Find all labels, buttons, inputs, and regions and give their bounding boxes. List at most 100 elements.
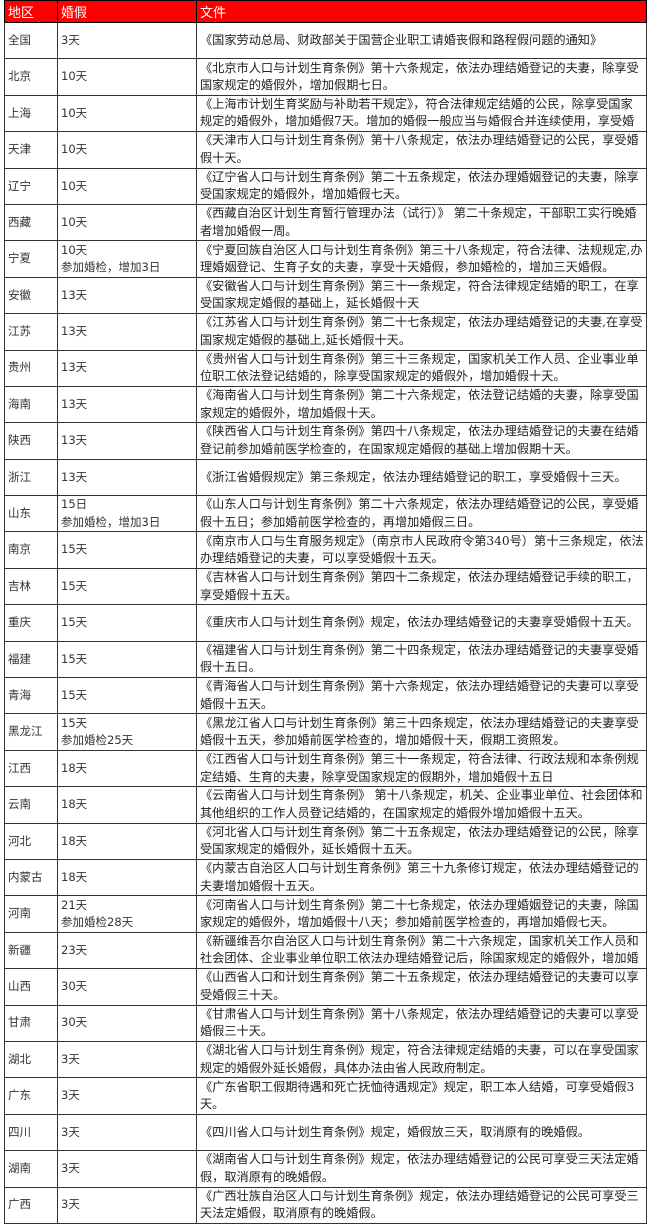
leave-cell: 13天 <box>57 422 197 460</box>
region-text: 内蒙古 <box>8 869 43 884</box>
region-text: 全国 <box>8 32 31 47</box>
document-cell: 《辽宁省人口与计划生育条例》第二十五条规定，依法办理婚姻登记的夫妻，除享受国家规… <box>196 167 647 205</box>
leave-days: 13天 <box>61 396 88 411</box>
table-body: 全国 3天 《国家劳动总局、财政部关于国营企业职工请婚丧假和路程假问题的通知》北京 1… <box>4 21 647 1224</box>
leave-content: 21天 参加婚检28天 <box>61 897 194 931</box>
document-text: 《贵州省人口与计划生育条例》第三十三条规定，国家机关工作人员、企业事业单位职工依… <box>200 351 639 384</box>
document-cell: 《福建省人口与计划生育条例》第二十四条规定，依法办理结婚登记的夫妻享受婚假十五日… <box>196 640 647 679</box>
region-cell: 福建 <box>4 640 58 679</box>
leave-days: 15天 <box>61 578 88 593</box>
document-text: 《山西省人口和计划生育条例》第二十五条规定，依法办理结婚登记的夫妻可以享受婚假三… <box>200 970 639 1002</box>
header-leave: 婚假 <box>57 0 197 23</box>
region-cell: 河南 <box>4 895 58 933</box>
table-row: 吉林 15天 《吉林省人口与计划生育条例》第四十二条规定，依法办理结婚登记手续的职工… <box>4 567 647 606</box>
document-cell: 《陕西省人口与计划生育条例》第四十八条规定，依法办理结婚登记的夫妻在结婚登记前参… <box>196 422 647 460</box>
leave-content: 13天 <box>61 432 194 450</box>
leave-cell: 10天 <box>57 167 197 205</box>
leave-content: 10天 <box>61 141 194 159</box>
leave-days: 18天 <box>61 760 88 775</box>
document-cell: 《江西省人口与计划生育条例》第三十一条规定，符合法律、行政法规和本条例规定结婚、… <box>196 749 647 788</box>
table-row: 江苏 13天 《江苏省人口与计划生育条例》第二十七条规定，依法办理结婚登记的夫妻,在… <box>4 313 647 351</box>
document-cell: 《山西省人口和计划生育条例》第二十五条规定，依法办理结婚登记的夫妻可以享受婚假三… <box>196 968 647 1006</box>
leave-cell: 15天 <box>57 531 197 569</box>
region-text: 北京 <box>8 69 31 84</box>
leave-days: 18天 <box>61 797 88 812</box>
leave-content: 3天 <box>61 1124 194 1142</box>
region-cell: 吉林 <box>4 567 58 606</box>
table-row: 新疆 23天 《新疆维吾尔自治区人口与计划生育条例》第二十六条规定，国家机关工作人员… <box>4 931 647 970</box>
leave-cell: 3天 <box>57 1077 197 1115</box>
table-row: 安徽 13天 《安徽省人口与计划生育条例》第三十一条规定，符合法律规定结婚的职工，在… <box>4 276 647 315</box>
leave-cell: 30天 <box>57 1004 197 1042</box>
leave-cell: 3天 <box>57 1113 197 1152</box>
leave-content: 13天 <box>61 359 194 377</box>
document-text: 《辽宁省人口与计划生育条例》第二十五条规定，依法办理婚姻登记的夫妻，除享受国家规… <box>200 169 639 202</box>
leave-content: 3天 <box>61 1160 194 1178</box>
document-cell: 《浙江省婚假规定》第三条规定，依法办理结婚登记的职工，享受婚假十三天。 <box>196 458 647 497</box>
leave-days: 15日 <box>61 497 88 512</box>
leave-cell: 15天 <box>57 567 197 606</box>
region-text: 安徽 <box>8 287 31 302</box>
leave-cell: 3天 <box>57 1040 197 1079</box>
region-cell: 全国 <box>4 21 58 60</box>
leave-cell: 10天 <box>57 58 197 96</box>
leave-cell: 18天 <box>57 822 197 860</box>
region-text: 重庆 <box>8 615 31 630</box>
region-cell: 贵州 <box>4 349 58 387</box>
document-text: 《河南省人口与计划生育条例》第二十七条规定，依法办理婚姻登记的夫妻，除国家规定的… <box>200 897 639 930</box>
table-row: 广西 3天 《广西壮族自治区人口与计划生育条例》规定，依法办理结婚登记的公民可享受三… <box>4 1186 647 1224</box>
leave-days: 13天 <box>61 287 88 302</box>
leave-content: 15天 参加婚检25天 <box>61 715 194 749</box>
region-cell: 广东 <box>4 1077 58 1115</box>
leave-cell: 13天 <box>57 458 197 497</box>
leave-days: 18天 <box>61 869 88 884</box>
table-row: 广东 3天 《广东省职工假期待遇和死亡抚恤待遇规定》规定，职工本人结婚，可享受婚假3… <box>4 1077 647 1115</box>
leave-content: 15天 <box>61 687 194 705</box>
leave-days: 10天 <box>61 105 88 120</box>
table-row: 湖南 3天 《湖南省人口与计划生育条例》规定，依法办理结婚登记的公民可享受三天法定婚… <box>4 1150 647 1188</box>
leave-days: 3天 <box>61 1051 80 1066</box>
leave-content: 15天 <box>61 614 194 632</box>
table-row: 海南 13天 《海南省人口与计划生育条例》第二十六条规定，依法登记结婚的夫妻，除享受… <box>4 385 647 424</box>
region-cell: 青海 <box>4 677 58 715</box>
leave-cell: 13天 <box>57 349 197 387</box>
document-cell: 《上海市计划生育奖励与补助若干规定》，符合法律规定结婚的公民，除享受国家规定的婚… <box>196 94 647 133</box>
document-text: 《安徽省人口与计划生育条例》第三十一条规定，符合法律规定结婚的职工，在享受国家规… <box>200 278 639 311</box>
document-text: 《陕西省人口与计划生育条例》第四十八条规定，依法办理结婚登记的夫妻在结婚登记前参… <box>200 424 639 456</box>
document-cell: 《云南省人口与计划生育条例》 第十八条规定，机关、企业事业单位、社会团体和其他组… <box>196 786 647 824</box>
leave-note: 参加婚检，增加3日 <box>61 260 161 275</box>
region-cell: 浙江 <box>4 458 58 497</box>
region-cell: 西藏 <box>4 203 58 242</box>
region-text: 天津 <box>8 142 31 157</box>
region-cell: 南京 <box>4 531 58 569</box>
document-text: 《天津市人口与计划生育条例》第十八条规定，依法办理结婚登记的公民，享受婚假十天。 <box>200 133 639 165</box>
document-text: 《浙江省婚假规定》第三条规定，依法办理结婚登记的职工，享受婚假十三天。 <box>200 469 627 484</box>
leave-days: 3天 <box>61 1088 80 1103</box>
region-text: 西藏 <box>8 214 31 229</box>
leave-content: 10天 参加婚检，增加3日 <box>61 242 194 276</box>
leave-days: 10天 <box>61 69 88 84</box>
table-row: 西藏 10天 《西藏自治区计划生育暂行管理办法（试行）》 第二十条规定，干部职工实行… <box>4 203 647 242</box>
document-text: 《甘肃省人口与计划生育条例》第十八条规定，依法办理结婚登记的夫妻可以享受婚假三十… <box>200 1006 639 1039</box>
leave-cell: 10天 <box>57 131 197 169</box>
region-text: 山西 <box>8 979 31 994</box>
leave-content: 10天 <box>61 214 194 232</box>
leave-content: 3天 <box>61 1051 194 1069</box>
region-text: 四川 <box>8 1124 31 1139</box>
leave-content: 13天 <box>61 323 194 341</box>
table-row: 天津 10天 《天津市人口与计划生育条例》第十八条规定，依法办理结婚登记的公民，享受… <box>4 131 647 169</box>
region-text: 云南 <box>8 797 31 812</box>
leave-cell: 15天 <box>57 640 197 679</box>
document-cell: 《黑龙江省人口与计划生育条例》第三十四条规定，依法办理结婚登记的夫妻享受婚假十五… <box>196 713 647 751</box>
region-cell: 陕西 <box>4 422 58 460</box>
region-text: 福建 <box>8 651 31 666</box>
document-cell: 《国家劳动总局、财政部关于国营企业职工请婚丧假和路程假问题的通知》 <box>196 21 647 60</box>
document-cell: 《山东人口与计划生育条例》第二十六条规定，依法办理结婚登记的公民，享受婚假十五日… <box>196 495 647 533</box>
document-text: 《吉林省人口与计划生育条例》第四十二条规定，依法办理结婚登记手续的职工，享受婚假… <box>200 570 639 602</box>
table-row: 辽宁 10天 《辽宁省人口与计划生育条例》第二十五条规定，依法办理婚姻登记的夫妻，除… <box>4 167 647 205</box>
region-cell: 甘肃 <box>4 1004 58 1042</box>
region-text: 黑龙江 <box>8 724 43 739</box>
leave-content: 18天 <box>61 760 194 778</box>
leave-content: 10天 <box>61 68 194 86</box>
leave-days: 10天 <box>61 214 88 229</box>
